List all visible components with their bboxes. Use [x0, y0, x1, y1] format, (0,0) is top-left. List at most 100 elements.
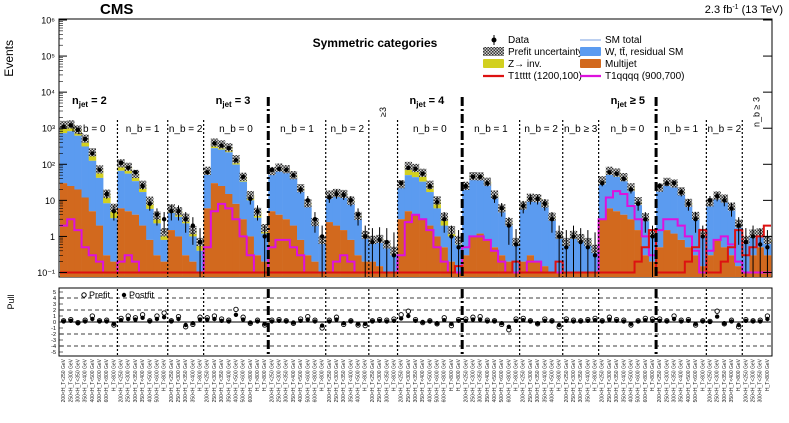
- legend-label: T1tttt (1200,100): [508, 71, 582, 82]
- bar-multijet: [153, 255, 161, 277]
- bar-wtt: [469, 178, 477, 237]
- bar-multijet: [189, 261, 197, 277]
- data-point: [97, 167, 102, 173]
- data-point: [176, 209, 181, 214]
- data-point: [90, 151, 95, 156]
- x-bin-label: 250<H_T<300 GeV: [571, 358, 577, 402]
- x-bin-label: 250<H_T<300 GeV: [715, 358, 721, 402]
- bar-wtt: [433, 208, 441, 237]
- x-bin-label: H_T>800 GeV: [650, 358, 656, 391]
- pull-postfit-point: [535, 321, 540, 326]
- data-point: [643, 217, 648, 222]
- pull-tick-label: -5: [51, 350, 56, 356]
- data-point: [248, 196, 253, 202]
- x-bin-label: 300<H_T<350 GeV: [219, 358, 225, 402]
- pull-legend-prefit-marker: [81, 292, 87, 298]
- pull-postfit-point: [585, 318, 591, 323]
- nb-label: n_b ≥ 3: [564, 124, 598, 135]
- x-bin-label: 300<H_T<350 GeV: [413, 358, 419, 402]
- pull-postfit-point: [377, 318, 382, 323]
- bar-wtt: [526, 199, 535, 256]
- x-bin-label: 350<H_T<400 GeV: [291, 358, 297, 402]
- data-point: [679, 189, 684, 195]
- bar-wtt: [311, 224, 319, 262]
- pull-postfit-point: [449, 321, 454, 326]
- x-bin-label: H_T>800 GeV: [736, 358, 742, 391]
- x-bin-label: 600<H_T<800 GeV: [312, 358, 318, 402]
- data-point: [312, 217, 318, 222]
- data-point: [291, 172, 296, 178]
- data-point: [765, 245, 770, 250]
- bar-multijet: [304, 255, 312, 277]
- bar-wtt: [239, 181, 248, 220]
- x-bin-label: 200<H_T<250 GeV: [370, 358, 376, 402]
- bar-wtt: [541, 205, 549, 267]
- pull-postfit-point: [549, 319, 555, 324]
- data-point: [377, 237, 382, 243]
- bar-wtt: [476, 178, 485, 234]
- pull-postfit-point: [628, 321, 634, 326]
- bar-multijet: [81, 197, 90, 277]
- bar-multijet: [627, 219, 635, 277]
- x-bin-label: 500<H_T<600 GeV: [305, 358, 311, 402]
- bar-wtt: [656, 189, 664, 248]
- cms-label: CMS: [100, 1, 133, 18]
- pull-postfit-point: [470, 317, 476, 322]
- bar-wtt: [103, 203, 111, 256]
- pull-postfit-point: [477, 317, 483, 322]
- bar-wtt: [634, 204, 643, 231]
- data-point: [391, 253, 397, 258]
- data-point: [564, 245, 569, 250]
- y-tick-label: 10³: [42, 124, 55, 134]
- data-point: [528, 196, 533, 202]
- x-bin-label: 250<H_T<300 GeV: [470, 358, 476, 402]
- bar-multijet: [605, 208, 614, 277]
- x-bin-label: 600<H_T<800 GeV: [442, 358, 448, 402]
- njet-label: njet = 2: [72, 95, 107, 109]
- x-bin-label: 350<H_T<400 GeV: [729, 358, 735, 402]
- pull-points: [60, 289, 771, 355]
- pull-postfit-point: [90, 316, 95, 322]
- x-bin-label: H_T>800 GeV: [262, 358, 268, 391]
- x-bin-label: H_T>800 GeV: [449, 358, 455, 391]
- data-point: [319, 234, 325, 239]
- njet-label-n: n: [216, 95, 223, 107]
- pull-postfit-point: [284, 319, 289, 324]
- pull-postfit-point: [750, 319, 756, 324]
- data-point: [276, 166, 282, 171]
- data-point: [154, 212, 160, 217]
- bar-multijet: [641, 255, 650, 277]
- pull-postfit-point: [118, 318, 124, 323]
- x-bin-label: 250<H_T<300 GeV: [406, 358, 412, 402]
- bar-wtt: [275, 170, 283, 215]
- data-point: [592, 253, 598, 258]
- data-point: [506, 223, 512, 228]
- data-point: [657, 183, 662, 189]
- pull-postfit-point: [664, 319, 670, 324]
- x-bin-label: H_T>800 GeV: [593, 358, 599, 391]
- pull-postfit-point: [355, 321, 361, 326]
- bar-multijet: [735, 266, 743, 277]
- bar-wtt: [167, 212, 176, 231]
- x-bin-label: 200<H_T<250 GeV: [119, 358, 125, 402]
- x-bin-label: 300<H_T<350 GeV: [672, 358, 678, 402]
- bar-multijet: [469, 236, 477, 277]
- pull-postfit-point: [240, 317, 246, 322]
- bar-multijet: [613, 211, 621, 277]
- legend-item: T1qqqq (900,700): [580, 71, 685, 82]
- data-point: [571, 234, 576, 239]
- pull-tick-label: 2: [53, 308, 56, 314]
- bar-wtt: [404, 175, 413, 212]
- bar-wtt: [548, 218, 556, 273]
- bar-multijet: [426, 225, 434, 277]
- lumi-value: 2.3 fb: [705, 4, 733, 16]
- pull-postfit-point: [111, 321, 117, 326]
- data-point: [700, 234, 705, 239]
- pull-postfit-point: [334, 317, 339, 322]
- x-bin-label: H_T>800 GeV: [162, 358, 168, 391]
- data-point: [197, 239, 203, 245]
- lumi-energy: (13 TeV): [739, 4, 783, 16]
- pull-postfit-point: [197, 317, 203, 322]
- pull-postfit-point: [255, 319, 260, 324]
- bar-multijet: [253, 255, 262, 277]
